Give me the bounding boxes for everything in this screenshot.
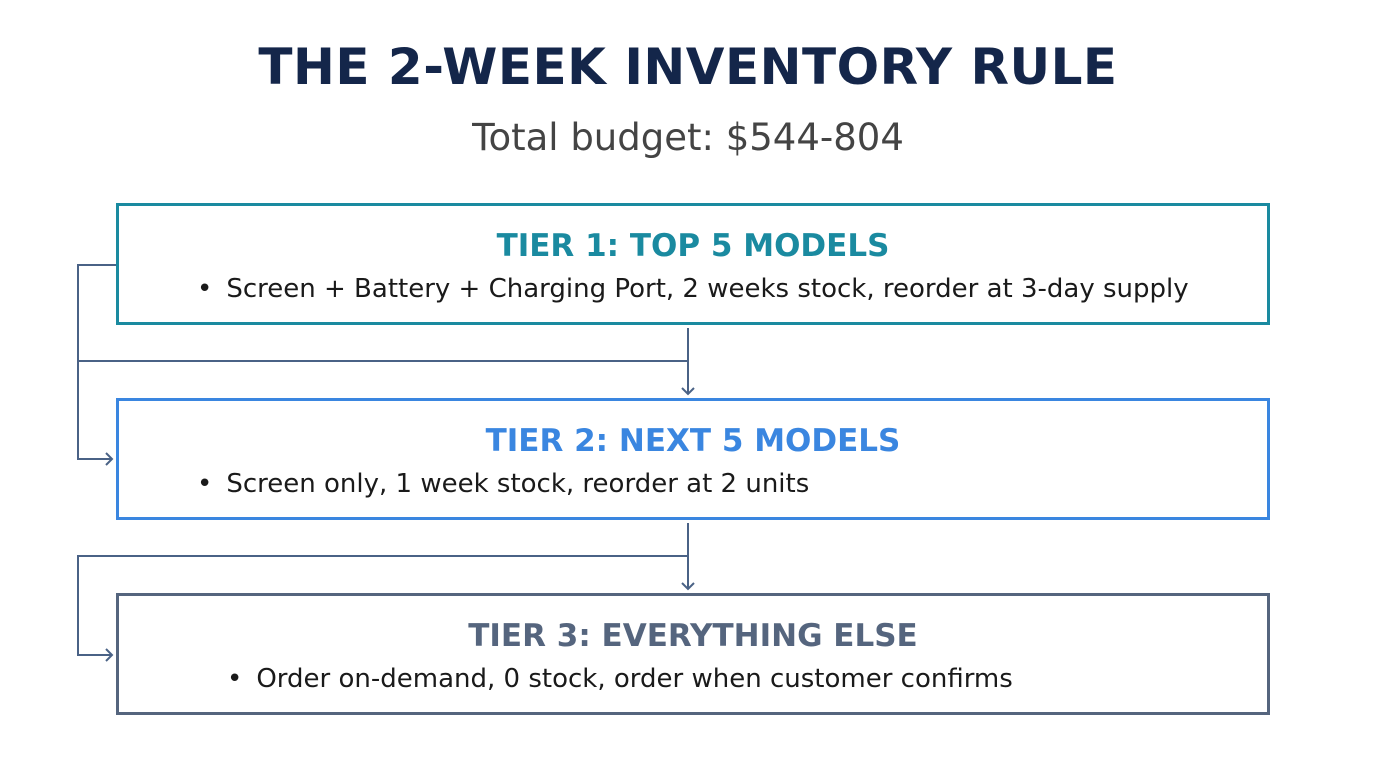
- tier-2-bullet-item: • Screen only, 1 week stock, reorder at 2…: [197, 469, 809, 499]
- page-title: THE 2-WEEK INVENTORY RULE: [258, 38, 1118, 96]
- tier-1-bullet-text: Screen + Battery + Charging Port, 2 week…: [226, 274, 1189, 304]
- bullet-dot-icon: •: [197, 274, 213, 304]
- tier-2-box: TIER 2: NEXT 5 MODELS • Screen only, 1 we…: [116, 398, 1270, 520]
- tier-3-title: TIER 3: EVERYTHING ELSE: [468, 618, 918, 654]
- tier-3-bullet-text: Order on-demand, 0 stock, order when cus…: [256, 664, 1013, 694]
- tier-2-title: TIER 2: NEXT 5 MODELS: [485, 423, 901, 459]
- tier-2-bullet-text: Screen only, 1 week stock, reorder at 2 …: [226, 469, 810, 499]
- page-subtitle: Total budget: $544-804: [472, 116, 904, 159]
- connector-tier2-tier3-left: [77, 555, 688, 662]
- connector-tier1-tier2-left: [77, 264, 116, 466]
- bullet-dot-icon: •: [197, 469, 213, 499]
- tier-3-bullet-item: • Order on-demand, 0 stock, order when cu…: [227, 664, 1013, 694]
- tier-1-bullet-item: • Screen + Battery + Charging Port, 2 wee…: [197, 274, 1189, 304]
- bullet-dot-icon: •: [227, 664, 243, 694]
- tier-1-box: TIER 1: TOP 5 MODELS • Screen + Battery +…: [116, 203, 1270, 325]
- tier-1-title: TIER 1: TOP 5 MODELS: [496, 228, 890, 264]
- tier-3-box: TIER 3: EVERYTHING ELSE • Order on-demand…: [116, 593, 1270, 715]
